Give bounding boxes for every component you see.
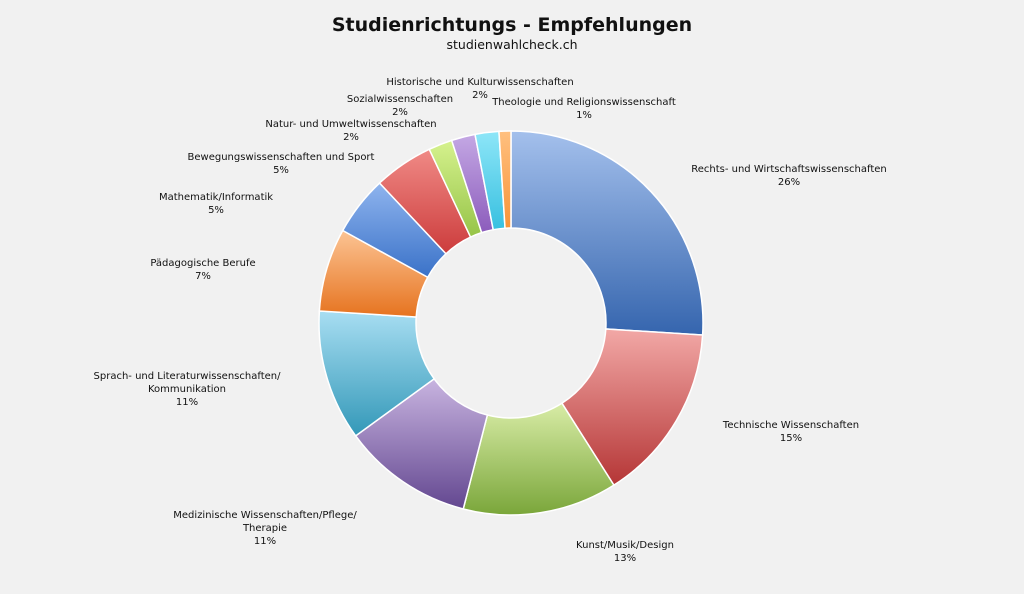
label-kunst: Kunst/Musik/Design 13% — [465, 539, 785, 565]
label-pct: 15% — [779, 433, 803, 444]
label-medizin: Medizinische Wissenschaften/Pflege/ Ther… — [170, 509, 360, 548]
label-text: Natur- und Umweltwissenschaften — [265, 119, 437, 130]
label-text: Historische und Kulturwissenschaften — [386, 77, 574, 88]
donut-slice-11 — [498, 130, 512, 229]
label-text: Mathematik/Informatik — [158, 192, 274, 203]
label-pct: 2% — [343, 132, 359, 143]
label-historische: Historische und Kulturwissenschaften 2% — [320, 76, 640, 102]
chart-subtitle: studienwahlcheck.ch — [446, 37, 578, 52]
label-text: Sozialwissenschaften — [346, 94, 454, 105]
label-text: Sprach- und Literaturwissenschaften/ Kom… — [93, 371, 281, 395]
label-paedagogische: Pädagogische Berufe 7% — [43, 257, 363, 283]
label-natur: Natur- und Umweltwissenschaften 2% — [191, 118, 511, 144]
chart-title: Studienrichtungs - Empfehlungen — [331, 14, 693, 36]
label-pct: 7% — [195, 271, 211, 282]
label-pct: 13% — [613, 553, 637, 564]
label-rechts: Rechts- und Wirtschaftswissenschaften 26% — [629, 163, 949, 189]
label-text: Kunst/Musik/Design — [576, 540, 674, 551]
label-technische: Technische Wissenschaften 15% — [631, 419, 951, 445]
label-text: Pädagogische Berufe — [150, 258, 256, 269]
label-pct: 26% — [777, 177, 801, 188]
label-pct: 11% — [253, 536, 277, 547]
label-mathematik: Mathematik/Informatik 5% — [56, 191, 376, 217]
label-pct: 5% — [208, 205, 224, 216]
label-sozial: Sozialwissenschaften 2% — [240, 93, 560, 119]
label-pct: 2% — [392, 107, 408, 118]
label-text: Rechts- und Wirtschaftswissenschaften — [691, 164, 887, 175]
label-theologie: Theologie und Religionswissenschaft 1% — [424, 96, 744, 122]
label-text: Theologie und Religionswissenschaft — [492, 97, 676, 108]
label-text: Medizinische Wissenschaften/Pflege/ Ther… — [173, 510, 357, 534]
label-text: Technische Wissenschaften — [722, 420, 860, 431]
label-pct: 11% — [175, 397, 199, 408]
label-pct: 2% — [472, 90, 488, 101]
label-bewegung: Bewegungswissenschaften und Sport 5% — [121, 151, 441, 177]
label-sprach: Sprach- und Literaturwissenschaften/ Kom… — [87, 370, 287, 409]
label-text: Bewegungswissenschaften und Sport — [187, 152, 375, 163]
label-pct: 1% — [576, 110, 592, 121]
donut-slice-0 — [510, 130, 704, 336]
label-pct: 5% — [273, 165, 289, 176]
